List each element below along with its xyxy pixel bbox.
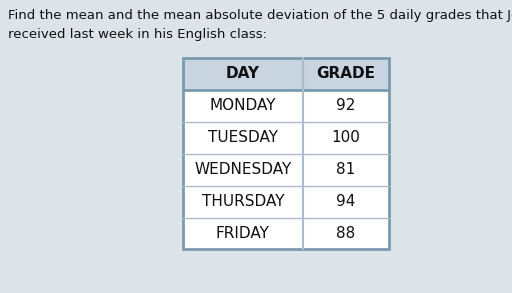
Bar <box>183 58 389 250</box>
Bar <box>303 185 389 217</box>
Bar <box>183 154 303 185</box>
Text: DAY: DAY <box>226 66 260 81</box>
Text: 100: 100 <box>332 130 360 145</box>
Text: 92: 92 <box>336 98 356 113</box>
Text: Find the mean and the mean absolute deviation of the 5 daily grades that Jonatha: Find the mean and the mean absolute devi… <box>8 9 512 41</box>
Bar <box>303 154 389 185</box>
Bar <box>183 185 303 217</box>
Bar <box>183 217 303 249</box>
Text: WEDNESDAY: WEDNESDAY <box>194 162 291 177</box>
Bar <box>303 217 389 249</box>
Bar <box>303 122 389 154</box>
Text: 81: 81 <box>336 162 356 177</box>
Bar <box>183 90 303 122</box>
Text: GRADE: GRADE <box>316 66 375 81</box>
Text: 94: 94 <box>336 194 356 209</box>
Text: 88: 88 <box>336 226 356 241</box>
Bar <box>183 58 303 90</box>
Bar <box>303 58 389 90</box>
Text: TUESDAY: TUESDAY <box>208 130 278 145</box>
Bar <box>183 122 303 154</box>
Text: THURSDAY: THURSDAY <box>202 194 284 209</box>
Text: MONDAY: MONDAY <box>209 98 276 113</box>
Bar <box>303 90 389 122</box>
Text: FRIDAY: FRIDAY <box>216 226 270 241</box>
